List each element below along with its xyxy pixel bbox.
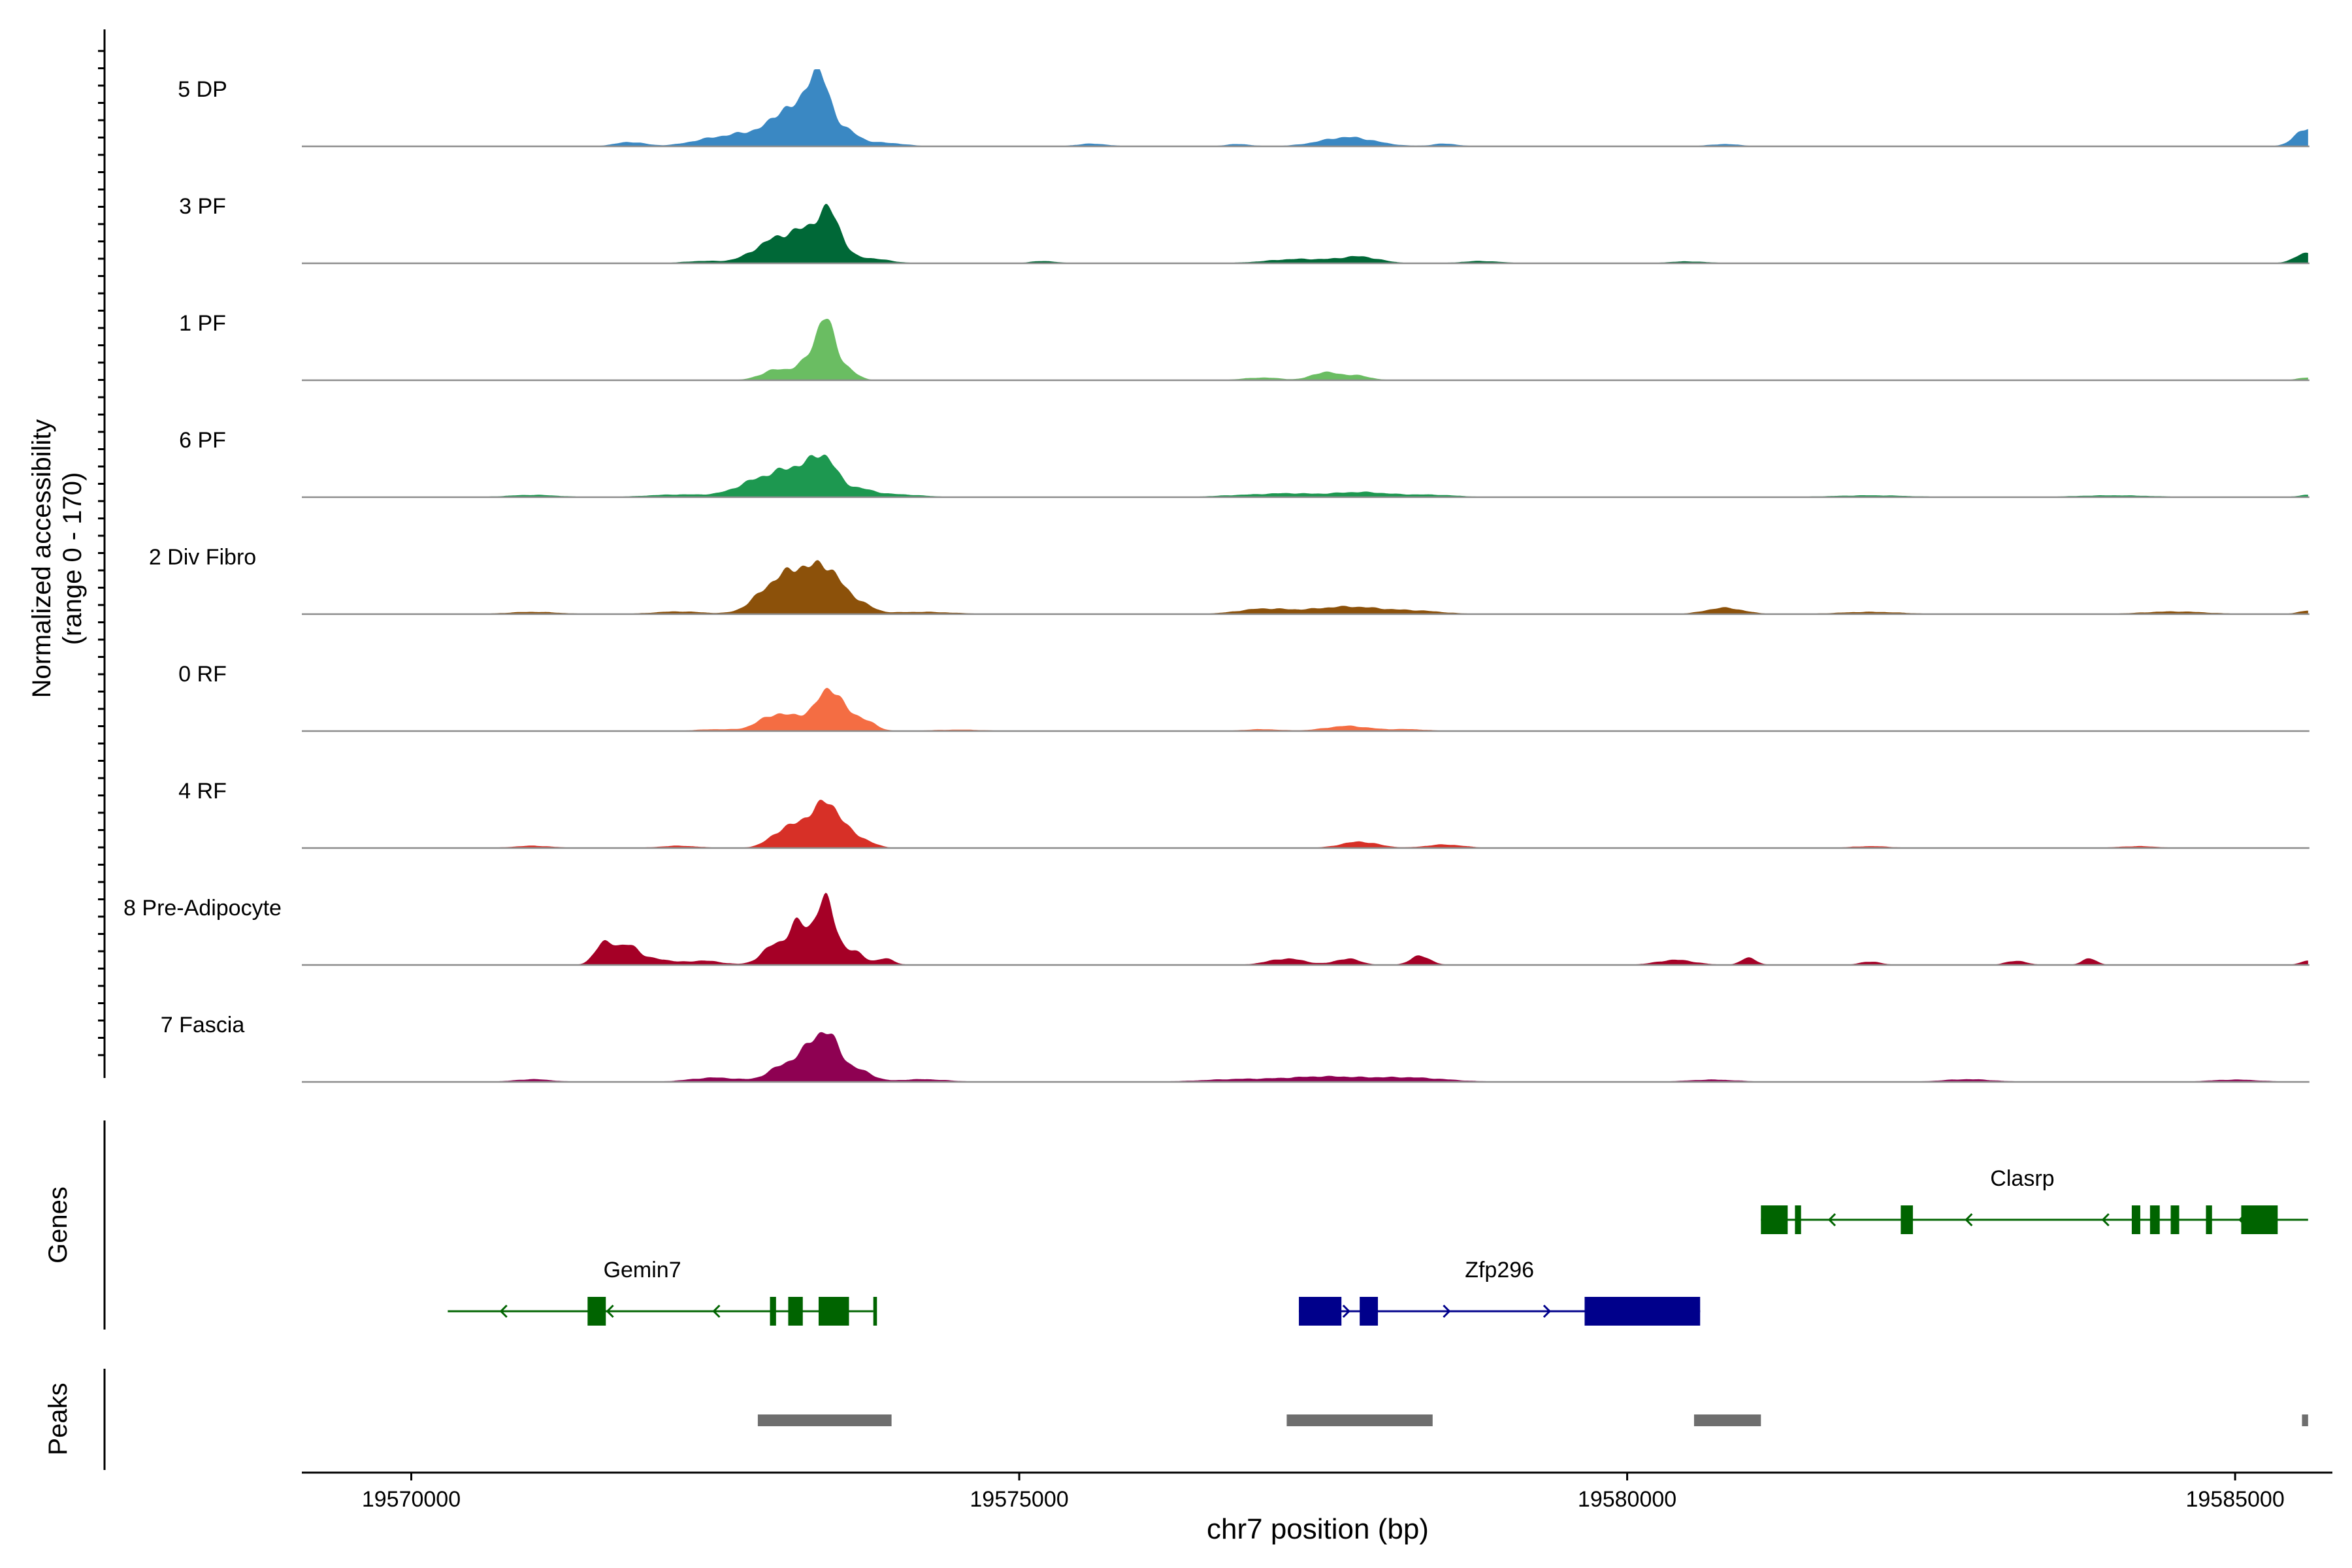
coverage-area [448, 454, 2308, 497]
gene-exon [1901, 1205, 1913, 1234]
gene-exon [2131, 1205, 2140, 1234]
coverage-area [448, 560, 2308, 614]
gene-exon [2149, 1205, 2160, 1234]
peaks-y-axis-title: Peaks [44, 1382, 73, 1455]
track-0-rf: 0 RF [178, 662, 2310, 732]
coverage-y-axis-title: Normalized accessibility [27, 419, 56, 698]
coverage-area [448, 892, 2308, 965]
gene-exon [873, 1297, 877, 1326]
strand-arrow [2101, 1213, 2110, 1227]
peak-region [2302, 1414, 2308, 1426]
gene-zfp296: Zfp296 [1299, 1258, 1701, 1326]
x-tick-label: 19570000 [362, 1487, 461, 1512]
track-label: 6 PF [179, 428, 226, 453]
track-label: 4 RF [178, 779, 227, 804]
gene-label: Gemin7 [604, 1258, 681, 1282]
strand-arrow [499, 1304, 508, 1318]
track-4-rf: 4 RF [178, 779, 2310, 849]
coverage-area [448, 69, 2308, 146]
peak-region [1693, 1414, 1761, 1426]
track-8-pre-adipocyte: 8 Pre-Adipocyte [123, 892, 2310, 966]
gene-exon [2206, 1205, 2212, 1234]
track-6-pf: 6 PF [179, 428, 2310, 498]
x-axis-title: chr7 position (bp) [1207, 1513, 1429, 1545]
peak-region [1286, 1414, 1433, 1426]
strand-arrow [712, 1304, 721, 1318]
gene-exon [1795, 1205, 1801, 1234]
coverage-area [448, 800, 2308, 848]
strand-arrow [1443, 1304, 1451, 1318]
x-tick-label: 19585000 [2185, 1487, 2284, 1512]
track-label: 0 RF [178, 662, 227, 687]
strand-arrow [1342, 1304, 1350, 1318]
gene-exon [1761, 1205, 1788, 1234]
track-2-div-fibro: 2 Div Fibro [149, 545, 2310, 615]
x-tick-label: 19575000 [970, 1487, 1068, 1512]
gene-exon [788, 1297, 803, 1326]
x-axis-ticks: 19570000 19575000 19580000 19585000 [362, 1473, 2285, 1512]
coverage-y-axis-range: (range 0 - 170) [58, 472, 87, 645]
gene-models: Clasrp Gemin7 Zfp296 [448, 1166, 2308, 1326]
gene-exon [1584, 1297, 1701, 1326]
track-7-fascia: 7 Fascia [161, 1013, 2310, 1083]
gene-gemin7: Gemin7 [448, 1258, 877, 1326]
strand-arrow [1965, 1213, 1973, 1227]
track-5-dp: 5 DP [178, 69, 2310, 148]
peaks-panel: Peaks [44, 1369, 2308, 1470]
track-label: 5 DP [178, 77, 227, 102]
track-label: 7 Fascia [161, 1013, 245, 1037]
genes-y-axis-title: Genes [44, 1186, 73, 1264]
peak-regions [757, 1414, 2308, 1426]
gene-exon [818, 1297, 849, 1326]
x-axis: 19570000 19575000 19580000 19585000 chr7 po… [302, 1471, 2332, 1545]
gene-clasrp: Clasrp [1761, 1166, 2308, 1234]
gene-label: Zfp296 [1465, 1258, 1534, 1282]
gene-exon [2170, 1205, 2180, 1234]
coverage-area [448, 687, 2308, 731]
peak-region [757, 1414, 892, 1426]
track-label: 3 PF [179, 194, 226, 219]
gene-exon [1299, 1297, 1342, 1326]
coverage-area [448, 1032, 2308, 1082]
gene-exon [1360, 1297, 1379, 1326]
strand-arrow [606, 1304, 614, 1318]
track-1-pf: 1 PF [179, 311, 2310, 382]
track-3-pf: 3 PF [179, 194, 2310, 265]
gene-exon [587, 1297, 606, 1326]
track-label: 2 Div Fibro [149, 545, 256, 570]
coverage-panel: Normalized accessibility (range 0 - 170)… [27, 29, 2310, 1083]
coverage-area [448, 204, 2308, 263]
gene-exon [770, 1297, 776, 1326]
gene-exon [2241, 1205, 2278, 1234]
coverage-area [448, 318, 2308, 380]
coverage-y-axis-ticks [98, 50, 105, 1056]
gene-label: Clasrp [1990, 1166, 2054, 1191]
x-tick-label: 19580000 [1578, 1487, 1676, 1512]
track-label: 1 PF [179, 311, 226, 336]
strand-arrow [1543, 1304, 1552, 1318]
strand-arrow [1827, 1213, 1837, 1227]
coverage-tracks: 5 DP 3 PF 1 PF 6 PF 2 Div Fibro 0 RF 4 RF 8 Pre… [123, 69, 2310, 1083]
track-label: 8 Pre-Adipocyte [123, 896, 282, 921]
genes-panel: Genes Clasrp Gemin7 Zfp296 [44, 1120, 2308, 1330]
